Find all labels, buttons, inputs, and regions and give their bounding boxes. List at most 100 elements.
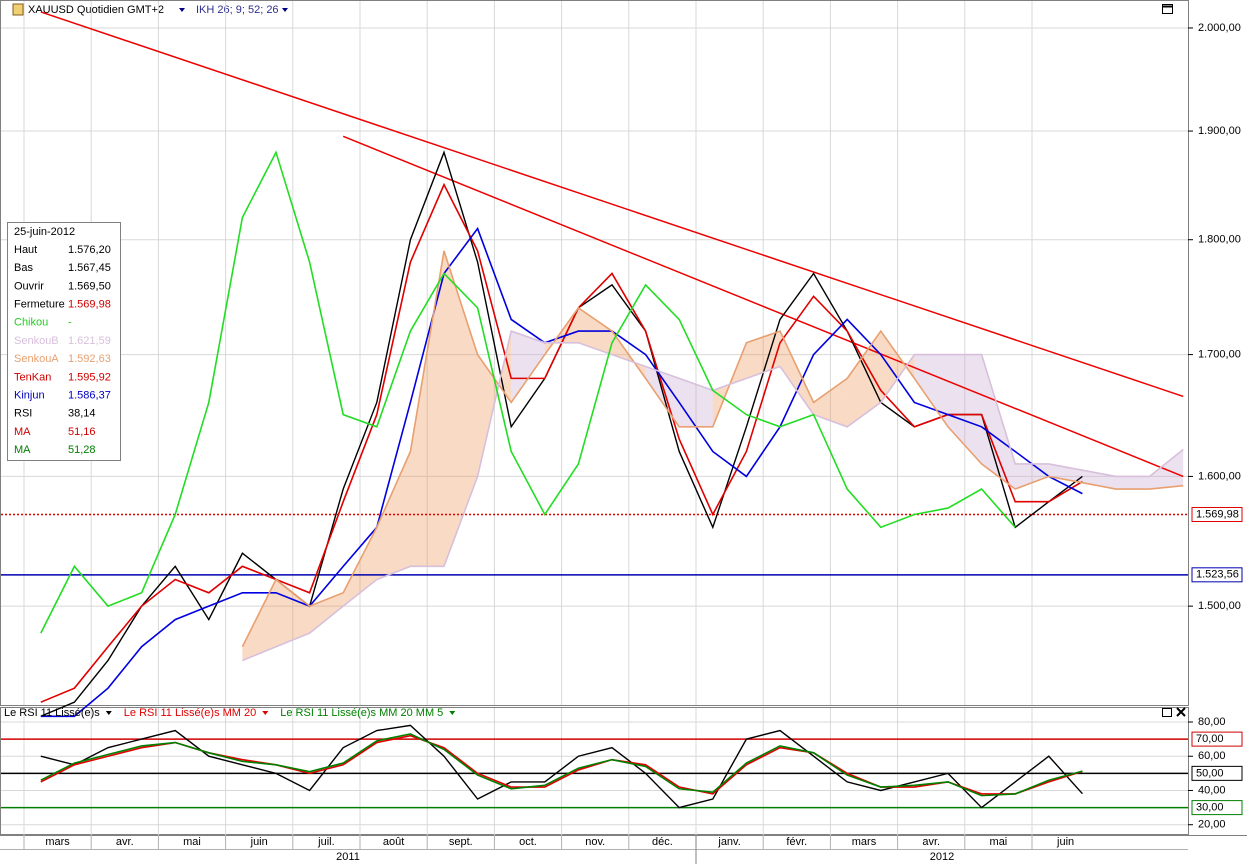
- info-label: SenkouA: [14, 353, 59, 365]
- cloud-segment: [847, 331, 881, 427]
- info-value: 1.586,37: [68, 390, 111, 402]
- level-label: 50,00: [1196, 767, 1224, 779]
- info-value: -: [68, 317, 72, 329]
- x-tick-label: juin: [1056, 836, 1074, 848]
- level-label-box: [1191, 567, 1243, 583]
- x-tick-label: avr.: [116, 836, 134, 848]
- x-tick-label: mars: [45, 836, 70, 848]
- info-label: Bas: [14, 262, 33, 274]
- cloud-segment: [376, 451, 411, 580]
- x-tick-label: avr.: [922, 836, 940, 848]
- price-panel-frame: [0, 0, 1189, 706]
- level-label-box: [1191, 506, 1243, 522]
- y-tick-label: 40,00: [1198, 784, 1226, 796]
- info-value: 1.569,98: [68, 299, 111, 311]
- rsi-panel-frame: [0, 707, 1189, 835]
- info-value: 1.621,59: [68, 335, 111, 347]
- info-label: MA: [14, 444, 31, 456]
- info-value: 1.569,50: [68, 280, 111, 292]
- x-tick-label: août: [383, 836, 404, 848]
- level-label: 1.569,98: [1196, 508, 1239, 520]
- info-panel: 25-juin-2012 Haut 1.576,20 Bas 1.567,45 Ouvri…: [7, 222, 121, 461]
- info-label: TenKan: [14, 371, 51, 383]
- info-value: 38,14: [68, 408, 96, 420]
- info-label: SenkouB: [14, 335, 59, 347]
- legend-label: Le RSI 11 Lissé(e)s MM 20: [124, 707, 256, 719]
- dropdown-arrow[interactable]: [179, 8, 185, 12]
- x-tick-label: mars: [852, 836, 877, 848]
- x-tick-label: févr.: [786, 836, 807, 848]
- series-line: [40, 724, 1083, 809]
- x-tick-label: juil.: [317, 836, 335, 848]
- legend-label: Le RSI 11 Lissé(e)s: [4, 707, 100, 719]
- y-tick-label: 1.800,00: [1198, 234, 1241, 246]
- level-label: 70,00: [1196, 733, 1224, 745]
- x-tick-label: nov.: [585, 836, 605, 848]
- info-value: 1.567,45: [68, 262, 111, 274]
- cloud-segment: [948, 354, 982, 464]
- year-label: 2012: [930, 851, 954, 863]
- legend-label: Le RSI 11 Lissé(e)s MM 20 MM 5: [280, 707, 443, 719]
- series-line: [40, 226, 1083, 718]
- dropdown-arrow[interactable]: [105, 711, 112, 715]
- info-date: 25-juin-2012: [14, 226, 75, 238]
- y-tick-label: 60,00: [1198, 750, 1226, 762]
- x-tick-label: mai: [990, 836, 1008, 848]
- info-label: Kinjun: [14, 390, 45, 402]
- cloud-segment: [1116, 476, 1150, 490]
- series-line: [40, 733, 1083, 797]
- cloud-segment: [511, 331, 545, 403]
- y-tick-label: 80,00: [1198, 716, 1226, 728]
- level-label: 1.523,56: [1196, 569, 1239, 581]
- maximize-button[interactable]: [1162, 4, 1173, 14]
- symbol-label: XAUUSD Quotidien GMT+2: [28, 4, 164, 16]
- cloud-segment: [880, 331, 915, 403]
- trendline: [40, 11, 1184, 398]
- maximize-button[interactable]: [1162, 708, 1172, 717]
- cloud-segment: [410, 250, 444, 567]
- dropdown-arrow[interactable]: [282, 8, 288, 12]
- info-label: Fermeture: [14, 299, 65, 311]
- level-label-box: [1191, 800, 1243, 816]
- y-tick-label: 20,00: [1198, 819, 1226, 831]
- y-tick-label: 1.700,00: [1198, 348, 1241, 360]
- cloud-segment: [780, 331, 814, 415]
- year-label: 2011: [336, 851, 360, 863]
- cloud-segment: [981, 354, 1016, 490]
- info-label: RSI: [14, 408, 32, 420]
- cloud-segment: [343, 527, 377, 607]
- info-value: 51,16: [68, 426, 96, 438]
- info-value: 1.595,92: [68, 371, 111, 383]
- info-value: 1.592,63: [68, 353, 111, 365]
- x-tick-label: déc.: [652, 836, 673, 848]
- x-tick-label: janv.: [717, 836, 740, 848]
- info-value: 51,28: [68, 444, 96, 456]
- y-tick-label: 1.600,00: [1198, 470, 1241, 482]
- dropdown-arrow[interactable]: [449, 711, 456, 715]
- series-line: [40, 150, 1016, 634]
- close-button[interactable]: [1176, 707, 1186, 717]
- rsi-header-buttons: [1162, 707, 1186, 717]
- info-label: MA: [14, 426, 31, 438]
- info-label: Chikou: [14, 317, 48, 329]
- cloud-segment: [242, 579, 276, 661]
- cloud-segment: [914, 354, 948, 427]
- level-label-box: [1191, 731, 1243, 747]
- trendline: [342, 135, 1184, 478]
- info-value: 1.576,20: [68, 244, 111, 256]
- info-label: Haut: [14, 244, 37, 256]
- y-tick-label: 2.000,00: [1198, 22, 1241, 34]
- info-label: Ouvrir: [14, 280, 44, 292]
- y-tick-label: 1.900,00: [1198, 125, 1241, 137]
- cloud-segment: [813, 378, 848, 427]
- price-header: XAUUSD Quotidien GMT+2 IKH 26; 9; 52; 26: [12, 3, 1173, 16]
- dropdown-arrow[interactable]: [262, 711, 269, 715]
- x-tick-label: sept.: [449, 836, 473, 848]
- info-panel-box: [7, 222, 121, 461]
- cloud-segment: [746, 331, 780, 379]
- x-tick-label: mai: [183, 836, 201, 848]
- indicator-label: IKH 26; 9; 52; 26: [196, 4, 279, 16]
